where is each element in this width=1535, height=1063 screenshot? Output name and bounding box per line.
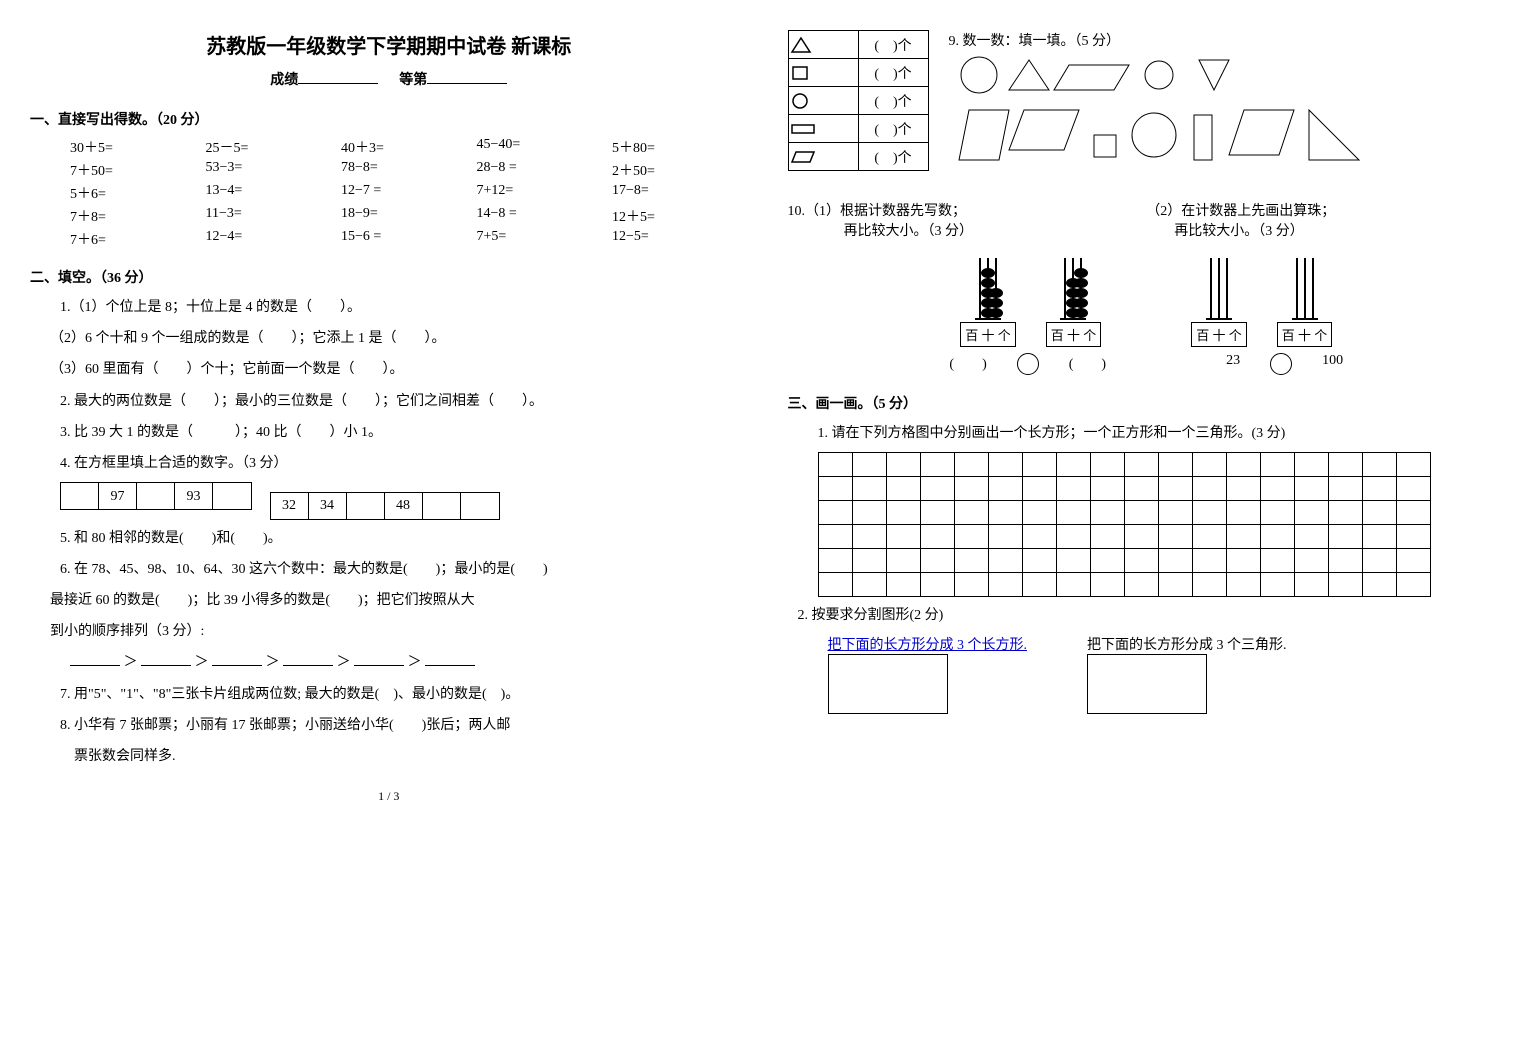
count-cell: ( )个 (858, 115, 928, 143)
arith-row: 30＋5=25－5=40＋3=45−40=5＋80= (30, 137, 748, 157)
compare-circle (1270, 353, 1292, 375)
square-icon (788, 59, 858, 87)
q10b-line2: 再比较大小。（3 分） (1174, 220, 1505, 240)
shapes-assortment (949, 50, 1369, 180)
q1b: （2）6 个十和 9 个一组成的数是（ ）；它添上 1 是（ ）。 (50, 326, 748, 351)
counter-row: 百 十 个 百 十 个 百 十 个 百 十 个 (788, 250, 1506, 347)
split-row: 把下面的长方形分成 3 个长方形. 把下面的长方形分成 3 个三角形. (828, 634, 1506, 714)
count-cell: ( )个 (858, 59, 928, 87)
q6a: 6. 在 78、45、98、10、64、30 这六个数中：最大的数是( )；最小… (60, 557, 748, 582)
count-cell: ( )个 (858, 143, 928, 171)
circle-icon (788, 87, 858, 115)
shape-count-table: ( )个 ( )个 ( )个 ( )个 ( )个 (788, 30, 929, 171)
parallelogram-icon (788, 143, 858, 171)
section3-head: 三、画一画。（5 分） (788, 393, 1506, 413)
arith-row: 5＋6=13−4=12−7 =7+12=17−8= (30, 183, 748, 203)
section2-head: 二、填空。（36 分） (30, 267, 748, 287)
score-row: 成绩 等第 (30, 69, 748, 89)
counter-4: 百 十 个 (1277, 250, 1333, 347)
counter-1: 百 十 个 (960, 250, 1016, 347)
q10a-line1: 10.（1）根据计数器先写数； (788, 200, 1147, 220)
q10-right: （2）在计数器上先画出算珠； 再比较大小。（3 分） (1146, 200, 1505, 240)
score-label: 成绩 (270, 73, 298, 88)
s3-q2: 2. 按要求分割图形(2 分) (798, 603, 1506, 628)
draw-grid (818, 452, 1431, 597)
arith-row: 7＋6=12−4=15−6 =7+5=12−5= (30, 229, 748, 249)
q7: 7. 用"5"、"1"、"8"三张卡片组成两位数; 最大的数是( )、最小的数是… (60, 682, 748, 707)
seq-row: 9793 323448 (60, 482, 748, 520)
blank-paren: ( ) (1069, 353, 1106, 375)
section1-head: 一、直接写出得数。（20 分） (30, 109, 748, 129)
score-blank (298, 83, 378, 84)
seq-box-a: 9793 (60, 482, 252, 510)
q6c: 到小的顺序排列（3 分）: (50, 619, 748, 644)
rank-label: 等第 (399, 73, 427, 88)
arith-row: 7＋8=11−3=18−9=14−8 =12＋5= (30, 206, 748, 226)
q9-row: ( )个 ( )个 ( )个 ( )个 ( )个 9. 数一数：填一填。（5 分… (788, 30, 1506, 180)
split-rect-b (1087, 654, 1207, 714)
counter-2: 百 十 个 (1046, 250, 1102, 347)
page-title: 苏教版一年级数学下学期期中试卷 新课标 (30, 30, 748, 59)
split-left: 把下面的长方形分成 3 个长方形. (828, 634, 1028, 714)
val-100: 100 (1322, 353, 1343, 375)
rank-blank (427, 83, 507, 84)
rectangle-icon (788, 115, 858, 143)
q5: 5. 和 80 相邻的数是( )和( )。 (60, 526, 748, 551)
counter-plate: 百 十 个 (1191, 322, 1247, 347)
q2: 2. 最大的两位数是（ ）；最小的三位数是（ ）；它们之间相差（ ）。 (60, 389, 748, 414)
q10b-line1: （2）在计数器上先画出算珠； (1146, 200, 1505, 220)
q6b: 最接近 60 的数是( )；比 39 小得多的数是( )；把它们按照从大 (50, 588, 748, 613)
q9-head: 9. 数一数：填一填。（5 分） (949, 30, 1506, 50)
arith-row: 7＋50=53−3=78−8=28−8 =2＋50= (30, 160, 748, 180)
arith-block: 30＋5=25－5=40＋3=45−40=5＋80= 7＋50=53−3=78−… (30, 137, 748, 249)
q4: 4. 在方框里填上合适的数字。（3 分） (60, 451, 748, 476)
counter-compare-row: ( ) ( ) 23 100 (788, 353, 1506, 375)
blank-paren: ( ) (949, 353, 986, 375)
q1c: （3）60 里面有（ ）个十；它前面一个数是（ ）。 (50, 357, 748, 382)
count-cell: ( )个 (858, 87, 928, 115)
split-left-label: 把下面的长方形分成 3 个长方形. (828, 638, 1028, 653)
q9-right: 9. 数一数：填一填。（5 分） (949, 30, 1506, 180)
split-right: 把下面的长方形分成 3 个三角形. (1087, 634, 1287, 714)
q10a-line2: 再比较大小。（3 分） (844, 220, 1147, 240)
q10-row: 10.（1）根据计数器先写数； 再比较大小。（3 分） （2）在计数器上先画出算… (788, 200, 1506, 240)
split-right-label: 把下面的长方形分成 3 个三角形. (1087, 638, 1287, 653)
count-cell: ( )个 (858, 31, 928, 59)
split-rect-a (828, 654, 948, 714)
compare-circle (1017, 353, 1039, 375)
order-chain: ＞ ＞ ＞ ＞ ＞ (70, 650, 748, 675)
counter-plate: 百 十 个 (960, 322, 1016, 347)
seq-box-b: 323448 (270, 492, 500, 520)
q1a: 1.（1）个位上是 8；十位上是 4 的数是（ ）。 (60, 295, 748, 320)
s3-q1: 1. 请在下列方格图中分别画出一个长方形；一个正方形和一个三角形。(3 分) (818, 421, 1506, 446)
counter-plate: 百 十 个 (1046, 322, 1102, 347)
right-column: ( )个 ( )个 ( )个 ( )个 ( )个 9. 数一数：填一填。（5 分… (788, 30, 1506, 804)
page-number: 1 / 3 (30, 789, 748, 804)
counter-3: 百 十 个 (1191, 250, 1247, 347)
val-23: 23 (1226, 353, 1240, 375)
counter-plate: 百 十 个 (1277, 322, 1333, 347)
q8b: 票张数会同样多. (74, 744, 748, 769)
left-column: 苏教版一年级数学下学期期中试卷 新课标 成绩 等第 一、直接写出得数。（20 分… (30, 30, 748, 804)
q8a: 8. 小华有 7 张邮票；小丽有 17 张邮票；小丽送给小华( )张后；两人邮 (60, 713, 748, 738)
q3: 3. 比 39 大 1 的数是（ ）；40 比（ ）小 1。 (60, 420, 748, 445)
triangle-icon (788, 31, 858, 59)
q10-left: 10.（1）根据计数器先写数； 再比较大小。（3 分） (788, 200, 1147, 240)
